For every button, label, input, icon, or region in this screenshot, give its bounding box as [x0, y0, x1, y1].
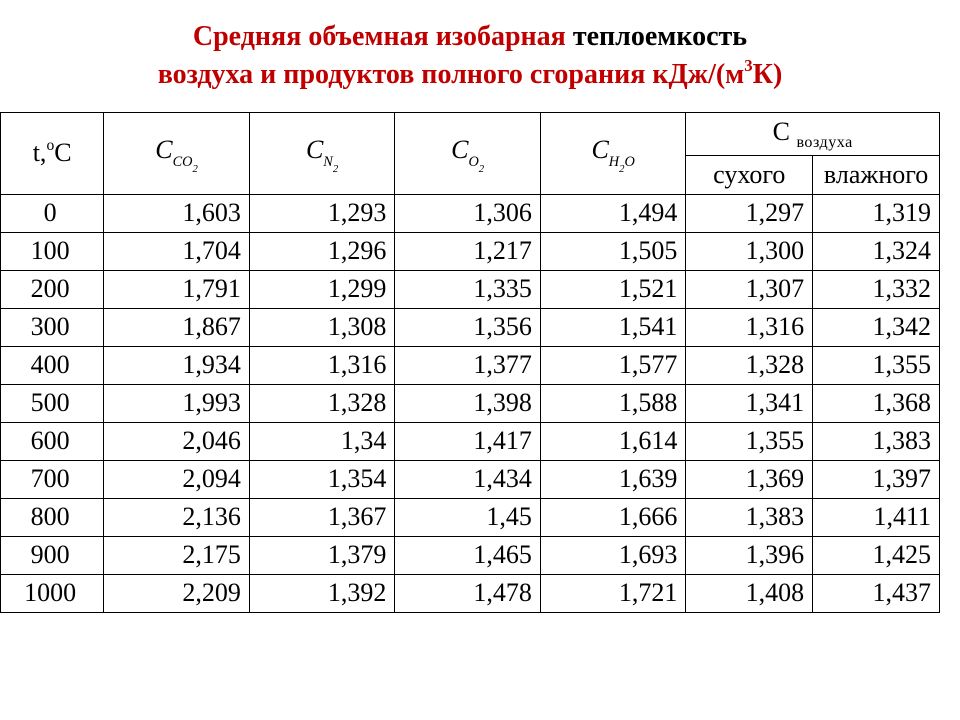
col-header-air-group: C воздуха [686, 112, 940, 155]
cell-h2o: 1,505 [540, 232, 686, 270]
cell-air-wet: 1,319 [813, 194, 940, 232]
cell-h2o: 1,639 [540, 460, 686, 498]
cell-air-dry: 1,307 [686, 270, 813, 308]
col-header-o2: CO2 [395, 112, 541, 194]
table-row: 2001,7911,2991,3351,5211,3071,332 [1, 270, 940, 308]
cell-o2: 1,45 [395, 498, 541, 536]
table-row: 7002,0941,3541,4341,6391,3691,397 [1, 460, 940, 498]
table-row: 8002,1361,3671,451,6661,3831,411 [1, 498, 940, 536]
cell-h2o: 1,521 [540, 270, 686, 308]
cell-n2: 1,354 [249, 460, 395, 498]
cell-o2: 1,478 [395, 574, 541, 612]
cell-air-dry: 1,341 [686, 384, 813, 422]
col-header-n2: CN2 [249, 112, 395, 194]
cell-air-wet: 1,332 [813, 270, 940, 308]
cell-temperature: 800 [1, 498, 104, 536]
cell-n2: 1,299 [249, 270, 395, 308]
cell-h2o: 1,666 [540, 498, 686, 536]
cell-h2o: 1,721 [540, 574, 686, 612]
cell-o2: 1,398 [395, 384, 541, 422]
cell-co2: 1,791 [104, 270, 250, 308]
table-row: 3001,8671,3081,3561,5411,3161,342 [1, 308, 940, 346]
cell-temperature: 600 [1, 422, 104, 460]
table-row: 9002,1751,3791,4651,6931,3961,425 [1, 536, 940, 574]
cell-temperature: 200 [1, 270, 104, 308]
col-header-h2o: CH2O [540, 112, 686, 194]
table-row: 01,6031,2931,3061,4941,2971,319 [1, 194, 940, 232]
cell-co2: 2,175 [104, 536, 250, 574]
col-header-temperature: t,oC [1, 112, 104, 194]
cell-o2: 1,377 [395, 346, 541, 384]
cell-o2: 1,465 [395, 536, 541, 574]
cell-temperature: 0 [1, 194, 104, 232]
cell-air-dry: 1,396 [686, 536, 813, 574]
cell-air-dry: 1,355 [686, 422, 813, 460]
cell-temperature: 100 [1, 232, 104, 270]
cell-o2: 1,417 [395, 422, 541, 460]
cell-n2: 1,293 [249, 194, 395, 232]
cell-temperature: 500 [1, 384, 104, 422]
table-row: 4001,9341,3161,3771,5771,3281,355 [1, 346, 940, 384]
table-row: 1001,7041,2961,2171,5051,3001,324 [1, 232, 940, 270]
cell-o2: 1,356 [395, 308, 541, 346]
cell-air-wet: 1,437 [813, 574, 940, 612]
cell-air-dry: 1,316 [686, 308, 813, 346]
cell-n2: 1,379 [249, 536, 395, 574]
cell-air-wet: 1,368 [813, 384, 940, 422]
cell-air-wet: 1,324 [813, 232, 940, 270]
cell-h2o: 1,494 [540, 194, 686, 232]
table-row: 5001,9931,3281,3981,5881,3411,368 [1, 384, 940, 422]
cell-temperature: 300 [1, 308, 104, 346]
cell-temperature: 700 [1, 460, 104, 498]
cell-n2: 1,328 [249, 384, 395, 422]
cell-o2: 1,434 [395, 460, 541, 498]
cell-n2: 1,308 [249, 308, 395, 346]
cell-air-wet: 1,425 [813, 536, 940, 574]
cell-air-wet: 1,397 [813, 460, 940, 498]
cell-temperature: 900 [1, 536, 104, 574]
cell-air-wet: 1,355 [813, 346, 940, 384]
col-header-co2: CCO2 [104, 112, 250, 194]
cell-temperature: 400 [1, 346, 104, 384]
cell-o2: 1,306 [395, 194, 541, 232]
cell-co2: 1,704 [104, 232, 250, 270]
table-row: 10002,2091,3921,4781,7211,4081,437 [1, 574, 940, 612]
cell-h2o: 1,541 [540, 308, 686, 346]
cell-h2o: 1,614 [540, 422, 686, 460]
cell-air-wet: 1,342 [813, 308, 940, 346]
cell-air-dry: 1,408 [686, 574, 813, 612]
cell-co2: 2,136 [104, 498, 250, 536]
cell-n2: 1,34 [249, 422, 395, 460]
cell-h2o: 1,577 [540, 346, 686, 384]
cell-co2: 1,993 [104, 384, 250, 422]
cell-co2: 2,209 [104, 574, 250, 612]
cell-air-wet: 1,383 [813, 422, 940, 460]
cell-h2o: 1,693 [540, 536, 686, 574]
page-title: Средняя объемная изобарная теплоемкостьв… [0, 18, 940, 94]
cell-h2o: 1,588 [540, 384, 686, 422]
cell-air-dry: 1,369 [686, 460, 813, 498]
cell-n2: 1,296 [249, 232, 395, 270]
cell-co2: 1,934 [104, 346, 250, 384]
cell-air-dry: 1,328 [686, 346, 813, 384]
cell-n2: 1,316 [249, 346, 395, 384]
cell-co2: 2,046 [104, 422, 250, 460]
cell-air-dry: 1,297 [686, 194, 813, 232]
cell-air-dry: 1,300 [686, 232, 813, 270]
col-header-air-wet: влажного [813, 155, 940, 194]
heat-capacity-table: t,oCCCO2CN2CO2CH2OC воздухасухоговлажног… [0, 112, 940, 613]
table-row: 6002,0461,341,4171,6141,3551,383 [1, 422, 940, 460]
cell-air-wet: 1,411 [813, 498, 940, 536]
cell-co2: 1,867 [104, 308, 250, 346]
cell-o2: 1,217 [395, 232, 541, 270]
cell-air-dry: 1,383 [686, 498, 813, 536]
cell-o2: 1,335 [395, 270, 541, 308]
cell-co2: 1,603 [104, 194, 250, 232]
cell-co2: 2,094 [104, 460, 250, 498]
col-header-air-dry: сухого [686, 155, 813, 194]
cell-n2: 1,367 [249, 498, 395, 536]
cell-n2: 1,392 [249, 574, 395, 612]
cell-temperature: 1000 [1, 574, 104, 612]
